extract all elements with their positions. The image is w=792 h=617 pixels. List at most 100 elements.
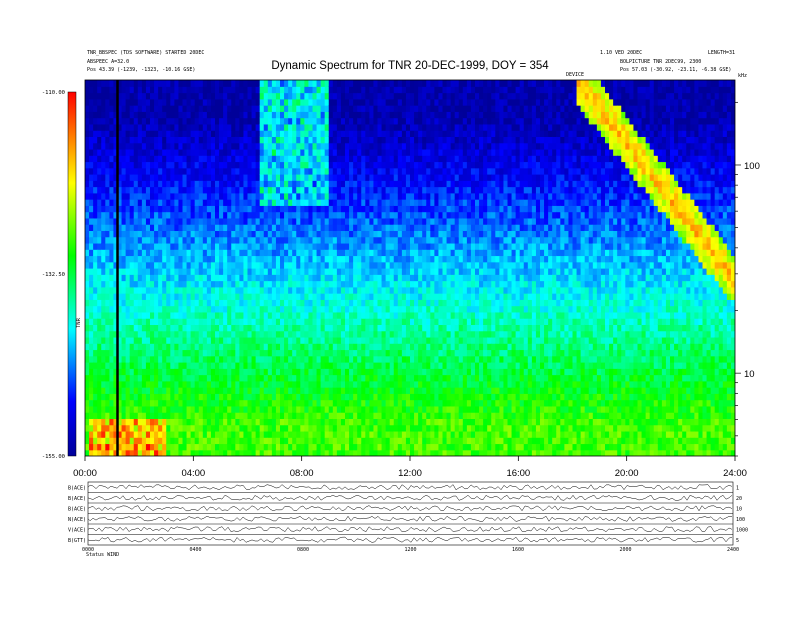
heatmap-cell xyxy=(324,117,330,125)
heatmap-cell xyxy=(414,199,419,206)
heatmap-cell xyxy=(219,255,224,263)
heatmap-cell xyxy=(182,311,188,319)
heatmap-cell xyxy=(182,393,188,401)
heatmap-cell xyxy=(296,443,301,451)
heatmap-cell xyxy=(349,249,354,257)
heatmap-cell xyxy=(255,86,261,94)
heatmap-cell xyxy=(345,368,350,376)
heatmap-cell xyxy=(312,117,318,125)
heatmap-cell xyxy=(324,293,330,300)
heatmap-cell xyxy=(357,424,362,432)
heatmap-cell xyxy=(239,205,245,213)
heatmap-cell xyxy=(202,199,208,206)
heatmap-cell xyxy=(332,330,338,338)
heatmap-cell xyxy=(174,211,180,219)
heatmap-cell xyxy=(113,249,119,257)
heatmap-cell xyxy=(316,80,322,87)
heatmap-cell xyxy=(353,236,358,244)
heatmap-cell xyxy=(304,349,310,357)
heatmap-cell xyxy=(166,268,171,275)
heatmap-cell xyxy=(288,130,293,137)
heatmap-cell xyxy=(296,148,301,156)
heatmap-cell xyxy=(162,399,167,407)
heatmap-cell xyxy=(137,336,143,344)
heatmap-cell xyxy=(198,324,204,332)
heatmap-cell xyxy=(150,268,155,275)
heatmap-cell xyxy=(206,418,212,426)
heatmap-cell xyxy=(93,161,98,169)
heatmap-cell xyxy=(125,286,131,294)
heatmap-cell xyxy=(166,443,171,451)
heatmap-cell xyxy=(162,418,167,426)
heatmap-cell xyxy=(170,380,175,388)
heatmap-cell xyxy=(397,230,403,238)
heatmap-cell xyxy=(296,217,301,225)
heatmap-cell xyxy=(373,105,379,112)
heatmap-cell xyxy=(162,424,167,432)
heatmap-cell xyxy=(247,430,253,438)
heatmap-cell xyxy=(373,449,379,456)
heatmap-cell xyxy=(373,355,379,363)
heatmap-cell xyxy=(284,142,289,150)
heatmap-cell xyxy=(202,136,208,144)
heatmap-cell xyxy=(280,330,285,338)
heatmap-cell xyxy=(259,380,265,388)
heatmap-cell xyxy=(182,305,188,313)
heatmap-cell xyxy=(292,224,297,231)
heatmap-cell xyxy=(377,374,383,382)
heatmap-cell xyxy=(121,161,127,169)
heatmap-cell xyxy=(324,324,330,332)
heatmap-cell xyxy=(324,148,330,156)
heatmap-cell xyxy=(340,280,346,288)
heatmap-cell xyxy=(235,336,240,344)
heatmap-cell xyxy=(397,161,403,169)
heatmap-cell xyxy=(369,412,375,419)
heatmap-cell xyxy=(345,380,350,388)
heatmap-cell xyxy=(101,180,106,188)
heatmap-cell xyxy=(145,355,151,363)
heatmap-cell xyxy=(194,236,200,244)
heatmap-cell xyxy=(369,449,375,456)
heatmap-cell xyxy=(141,211,147,219)
heatmap-cell xyxy=(288,117,293,125)
heatmap-cell xyxy=(202,412,208,419)
heatmap-cell xyxy=(377,293,383,300)
heatmap-cell xyxy=(324,418,330,426)
heatmap-cell xyxy=(308,142,314,150)
heatmap-cell xyxy=(174,167,180,175)
heatmap-cell xyxy=(166,142,171,150)
heatmap-cell xyxy=(219,161,224,169)
heatmap-cell xyxy=(97,242,102,250)
heatmap-cell xyxy=(162,443,167,451)
heatmap-cell xyxy=(336,305,342,313)
heatmap-cell xyxy=(353,293,358,300)
heatmap-cell xyxy=(158,249,163,257)
heatmap-cell xyxy=(158,405,163,413)
heatmap-cell xyxy=(361,418,366,426)
heatmap-cell xyxy=(227,130,232,137)
heatmap-cell xyxy=(340,380,346,388)
heatmap-cell xyxy=(251,192,257,200)
heatmap-cell xyxy=(365,299,370,307)
heatmap-cell xyxy=(308,80,314,87)
heatmap-cell xyxy=(361,355,366,363)
heatmap-cell xyxy=(385,311,391,319)
heatmap-cell xyxy=(194,242,200,250)
heatmap-cell xyxy=(133,249,139,257)
heatmap-cell xyxy=(210,167,216,175)
heatmap-cell xyxy=(340,299,346,307)
heatmap-cell xyxy=(182,142,188,150)
heatmap-cell xyxy=(215,405,220,413)
heatmap-cell xyxy=(109,355,115,363)
heatmap-cell xyxy=(186,374,192,382)
heatmap-cell xyxy=(190,174,196,181)
heatmap-cell xyxy=(93,236,98,244)
heatmap-cell xyxy=(389,405,395,413)
heatmap-cell xyxy=(259,123,265,131)
heatmap-cell xyxy=(308,86,314,94)
heatmap-cell xyxy=(125,299,131,307)
heatmap-cell xyxy=(125,130,131,137)
heatmap-cell xyxy=(198,336,204,344)
heatmap-cell xyxy=(158,324,163,332)
heatmap-cell xyxy=(239,123,245,131)
